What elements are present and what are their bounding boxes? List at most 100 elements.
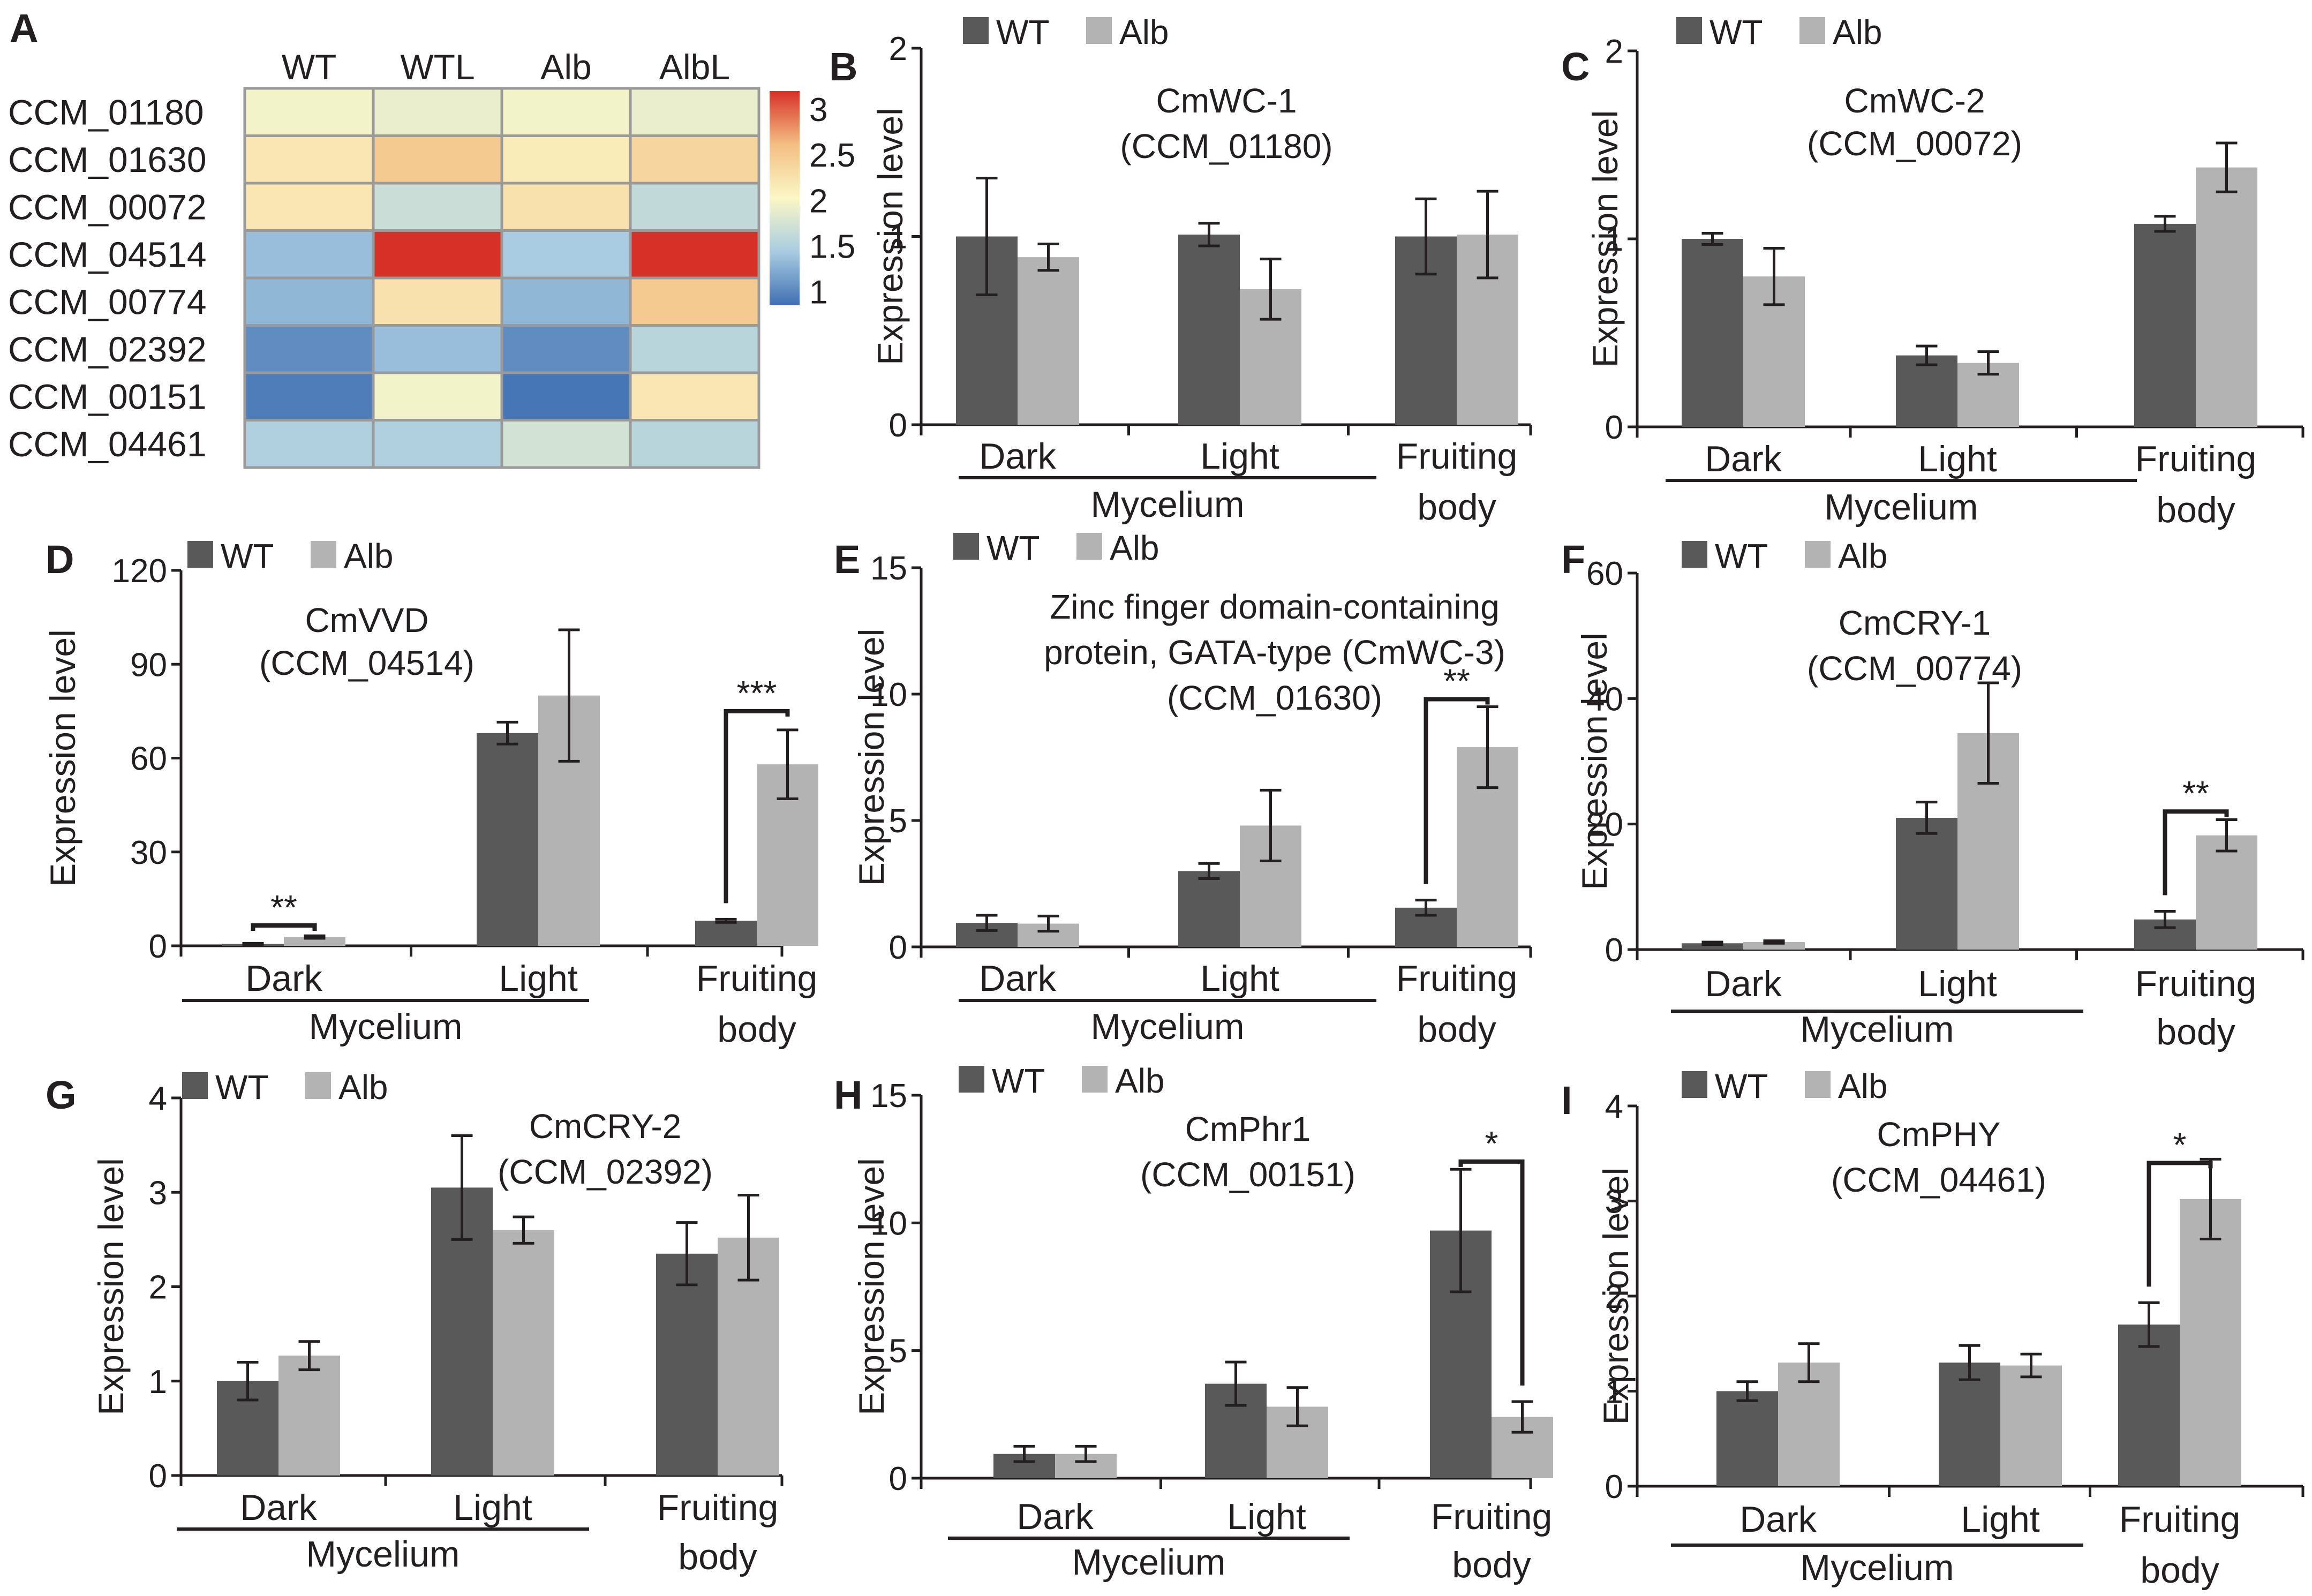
group-label: Mycelium bbox=[1800, 1547, 1954, 1588]
error-bar bbox=[1959, 1344, 1980, 1381]
panel-letter: C bbox=[1561, 44, 1590, 89]
error-bar bbox=[1477, 705, 1498, 789]
error-bar bbox=[2200, 1157, 2221, 1240]
error-bar bbox=[242, 942, 264, 946]
bar-alb bbox=[2196, 835, 2257, 950]
error-bar bbox=[2216, 141, 2238, 193]
significance-bracket bbox=[251, 923, 317, 931]
heatmap-cell bbox=[372, 371, 503, 421]
bar-wt bbox=[1682, 239, 1743, 427]
legend-label: WT bbox=[1715, 537, 1768, 575]
category-label: Fruiting bbox=[1396, 958, 1518, 999]
category-label: Fruiting bbox=[1396, 436, 1518, 477]
chart-title-line: CmPHY bbox=[1877, 1115, 2000, 1154]
legend-label: WT bbox=[221, 537, 274, 575]
y-tick-label: 2 bbox=[149, 1269, 167, 1306]
chart-panel-i: I 0 1 2 3 4 Expression level WT Alb CmPHY (CCM_044… bbox=[1561, 1067, 2305, 1591]
error-bar bbox=[496, 720, 518, 746]
error-bar bbox=[1916, 344, 1938, 366]
category-label: Fruiting bbox=[2135, 963, 2257, 1004]
error-bar bbox=[1286, 1386, 1308, 1427]
heatmap-cell bbox=[500, 371, 632, 421]
y-tick-label: 0 bbox=[1605, 1469, 1623, 1505]
panel-letter-a: A bbox=[10, 6, 38, 50]
category-label: Light bbox=[1961, 1499, 2040, 1540]
y-tick-label: 120 bbox=[112, 553, 167, 590]
bar-wt bbox=[695, 921, 757, 946]
heatmap-cell bbox=[372, 182, 503, 232]
chart-title-line: CmWC-2 bbox=[1844, 81, 1985, 120]
significance-bracket bbox=[1458, 1159, 1525, 1386]
significance-label: ** bbox=[270, 888, 297, 927]
heatmap-colorbar bbox=[770, 91, 800, 305]
legend-label: WT bbox=[986, 529, 1040, 567]
y-tick-label: 2 bbox=[889, 31, 907, 67]
y-tick-label: 10 bbox=[870, 676, 907, 713]
group-label: Mycelium bbox=[1072, 1542, 1225, 1583]
y-tick-label: 30 bbox=[130, 834, 167, 871]
error-bar bbox=[451, 1134, 473, 1241]
error-bar bbox=[1701, 940, 1723, 946]
heatmap-cell bbox=[629, 324, 760, 374]
legend-swatch-wt bbox=[1676, 17, 1702, 44]
error-bar bbox=[1977, 350, 1999, 376]
bar-alb bbox=[1018, 257, 1079, 425]
error-bar bbox=[737, 1194, 759, 1282]
category-label: Fruiting bbox=[696, 958, 818, 999]
legend-label: Alb bbox=[1115, 1062, 1165, 1100]
bar-wt bbox=[1682, 943, 1743, 950]
heatmap-row-label: CCM_02392 bbox=[8, 329, 207, 369]
heatmap-cell bbox=[372, 134, 503, 185]
chart-panel-c: C 0 1 2 Expression level WT Alb CmWC-2 (CCM_0007… bbox=[1561, 13, 2305, 530]
error-bar bbox=[676, 1221, 698, 1286]
heatmap-cell bbox=[629, 419, 760, 469]
bar-alb bbox=[2196, 167, 2257, 427]
legend-swatch-wt bbox=[187, 541, 213, 568]
error-bar bbox=[304, 934, 326, 940]
bar-alb bbox=[1743, 942, 1805, 950]
bar-wt bbox=[1178, 234, 1240, 425]
colorbar-tick-label: 1 bbox=[809, 274, 827, 311]
legend-swatch-wt bbox=[953, 533, 979, 560]
panel-letter: D bbox=[46, 537, 74, 582]
significance-bracket bbox=[1424, 697, 1490, 884]
legend-swatch-wt bbox=[1682, 541, 1707, 568]
heatmap-cell bbox=[372, 87, 503, 137]
chart-title-line: (CCM_02392) bbox=[498, 1153, 713, 1191]
heatmap-cell bbox=[372, 229, 503, 280]
heatmap-column-label: WT bbox=[282, 47, 337, 87]
colorbar-tick-label: 3 bbox=[809, 92, 827, 129]
legend-label: WT bbox=[1709, 13, 1763, 51]
heatmap-cell bbox=[500, 324, 632, 374]
error-bar bbox=[1511, 1400, 1533, 1434]
y-tick-label: 0 bbox=[1605, 932, 1623, 969]
heatmap-cell bbox=[500, 419, 632, 469]
category-label: Dark bbox=[240, 1487, 318, 1528]
heatmap-cell bbox=[629, 371, 760, 421]
heatmap-cell bbox=[243, 371, 375, 421]
heatmap-cell bbox=[629, 276, 760, 327]
legend-label: Alb bbox=[338, 1068, 388, 1106]
heatmap-panel: A WT WTL Alb AlbL CCM_01180 CCM_01630 CCM_00072… bbox=[8, 6, 855, 469]
category-label: Dark bbox=[1016, 1496, 1094, 1537]
category-label: Fruiting bbox=[657, 1487, 779, 1528]
bar-wt bbox=[2118, 1324, 2180, 1486]
chart-title-line: (CCM_00151) bbox=[1140, 1155, 1355, 1194]
significance-label: * bbox=[1485, 1124, 1498, 1163]
significance-label: * bbox=[2173, 1126, 2187, 1164]
heatmap-cell bbox=[243, 229, 375, 280]
heatmap-row-label: CCM_00072 bbox=[8, 187, 207, 227]
heatmap-cell bbox=[243, 419, 375, 469]
category-label: Dark bbox=[1739, 1499, 1817, 1540]
colorbar-tick-label: 2.5 bbox=[809, 137, 855, 174]
colorbar-tick-label: 2 bbox=[809, 183, 827, 220]
error-bar bbox=[1037, 243, 1059, 272]
category-sublabel: body bbox=[678, 1537, 757, 1577]
legend-label: Alb bbox=[1838, 1067, 1888, 1105]
error-bar bbox=[1075, 1444, 1097, 1463]
legend-swatch-alb bbox=[311, 541, 336, 568]
category-label: Dark bbox=[979, 436, 1057, 477]
panel-letter: F bbox=[1561, 537, 1585, 582]
significance-bracket bbox=[2147, 1161, 2213, 1287]
heatmap-cell bbox=[629, 134, 760, 185]
